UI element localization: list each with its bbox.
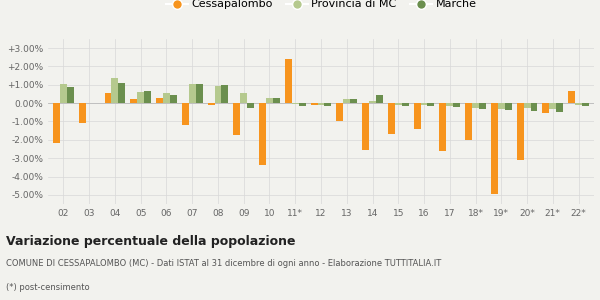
Bar: [79, 103, 86, 123]
Bar: [550, 103, 556, 109]
Bar: [53, 103, 60, 143]
Bar: [215, 86, 221, 103]
Bar: [376, 95, 383, 103]
Bar: [402, 103, 409, 106]
Bar: [517, 103, 524, 160]
Bar: [137, 92, 144, 103]
Bar: [556, 103, 563, 112]
Bar: [369, 101, 376, 103]
Bar: [60, 84, 67, 103]
Bar: [247, 103, 254, 108]
Bar: [259, 103, 266, 165]
Bar: [575, 103, 582, 105]
Bar: [292, 103, 299, 104]
Bar: [350, 99, 357, 103]
Text: (*) post-censimento: (*) post-censimento: [6, 284, 89, 292]
Bar: [413, 103, 421, 129]
Bar: [144, 91, 151, 103]
Bar: [439, 103, 446, 151]
Bar: [479, 103, 486, 109]
Bar: [266, 98, 273, 103]
Text: COMUNE DI CESSAPALOMBO (MC) - Dati ISTAT al 31 dicembre di ogni anno - Elaborazi: COMUNE DI CESSAPALOMBO (MC) - Dati ISTAT…: [6, 260, 441, 268]
Bar: [524, 103, 530, 108]
Bar: [104, 93, 112, 103]
Bar: [233, 103, 240, 135]
Bar: [189, 84, 196, 103]
Bar: [325, 103, 331, 106]
Bar: [582, 103, 589, 106]
Bar: [299, 103, 305, 106]
Bar: [498, 103, 505, 109]
Bar: [221, 85, 229, 103]
Bar: [311, 103, 317, 105]
Bar: [427, 103, 434, 106]
Bar: [182, 103, 189, 125]
Bar: [421, 103, 427, 105]
Bar: [491, 103, 498, 194]
Bar: [285, 59, 292, 103]
Bar: [67, 87, 74, 103]
Bar: [362, 103, 369, 150]
Bar: [118, 83, 125, 103]
Bar: [472, 103, 479, 108]
Bar: [196, 84, 203, 103]
Bar: [446, 103, 453, 106]
Bar: [568, 91, 575, 103]
Bar: [388, 103, 395, 134]
Bar: [208, 103, 215, 105]
Bar: [453, 103, 460, 107]
Bar: [530, 103, 538, 111]
Bar: [505, 103, 512, 110]
Bar: [317, 103, 325, 105]
Bar: [170, 95, 177, 103]
Bar: [465, 103, 472, 140]
Text: Variazione percentuale della popolazione: Variazione percentuale della popolazione: [6, 236, 296, 248]
Bar: [112, 78, 118, 103]
Legend: Cessapalombo, Provincia di MC, Marche: Cessapalombo, Provincia di MC, Marche: [161, 0, 481, 14]
Bar: [542, 103, 550, 113]
Bar: [240, 93, 247, 103]
Bar: [273, 98, 280, 103]
Bar: [343, 100, 350, 103]
Bar: [156, 98, 163, 103]
Bar: [337, 103, 343, 121]
Bar: [395, 103, 402, 105]
Bar: [130, 99, 137, 103]
Bar: [163, 93, 170, 103]
